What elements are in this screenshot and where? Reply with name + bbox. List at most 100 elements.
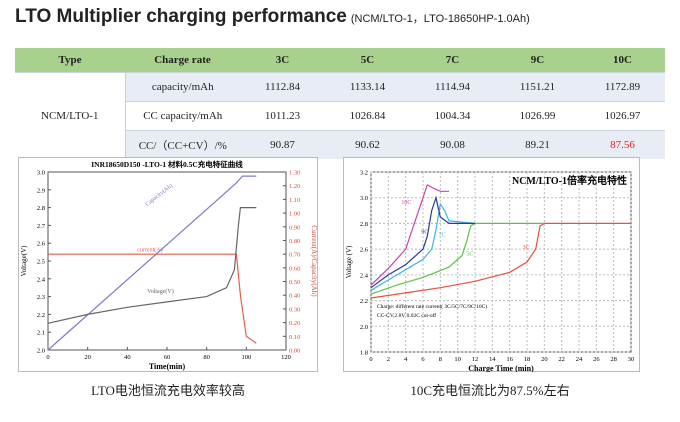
y-tick-label: 2.3 [37, 294, 45, 301]
y-tick-label: 2.9 [37, 187, 45, 194]
cell: 1026.99 [495, 101, 580, 131]
series-line [370, 222, 545, 295]
y-tick-label: 2.6 [37, 241, 46, 248]
cell: CC/（CC+CV）/% [125, 130, 240, 159]
y-axis-label: Voltage (V) [345, 245, 353, 278]
x-tick-label: 2 [387, 356, 390, 363]
row: CC capacity/mAh 1011.23 1026.84 1004.34 1026… [15, 101, 665, 131]
y2-tick-label: 0.30 [289, 306, 300, 313]
cell: 90.87 [240, 130, 325, 159]
x-tick-label: 10 [454, 356, 461, 363]
cell: 90.62 [325, 130, 410, 159]
x-tick-label: 14 [489, 356, 496, 363]
annotation: Charge: different rate current( 3C/5C/7C… [377, 303, 487, 310]
cell: 1112.84 [240, 72, 325, 102]
y-tick-label: 2.2 [360, 298, 368, 305]
series-label: 3C [523, 245, 530, 251]
x-tick-label: 8 [439, 356, 442, 363]
y2-tick-label: 0.50 [289, 279, 300, 286]
x-tick-label: 22 [558, 356, 565, 363]
cell: 1004.34 [410, 101, 495, 131]
th: 5C [325, 48, 410, 73]
th: Type [15, 48, 125, 73]
y2-tick-label: 0.40 [289, 293, 300, 300]
x-tick-label: 20 [541, 356, 548, 363]
series-line [370, 184, 449, 286]
x-tick-label: 0 [369, 356, 372, 363]
th: 3C [240, 48, 325, 73]
y-tick-label: 2.0 [360, 324, 368, 331]
series-label: 9C [421, 230, 428, 236]
y2-tick-label: 0.20 [289, 320, 300, 327]
cell: 1172.89 [580, 72, 665, 102]
th: 7C [410, 48, 495, 73]
subtitle: (NCM/LTO-1，LTO-18650HP-1.0Ah) [350, 13, 530, 25]
y-tick-label: 2.5 [37, 259, 45, 266]
y-tick-label: 2.2 [37, 312, 45, 319]
row: NCM/LTO-1 capacity/mAh 1112.84 1133.14 1114… [15, 72, 665, 159]
x-tick-label: 18 [524, 356, 531, 363]
y-tick-label: 2.8 [37, 205, 45, 212]
annotation: CC-CV,2.8V 0.02C cut-off [377, 312, 436, 319]
y2-axis-label: Current(A)/Capacity(Ah) [310, 225, 318, 297]
x-tick-label: 100 [241, 354, 251, 361]
y-tick-label: 2.6 [360, 247, 369, 254]
cell: 1133.14 [325, 72, 410, 102]
x-tick-label: 6 [421, 356, 425, 363]
caption: LTO电池恒流充电效率较高 [91, 383, 245, 398]
x-tick-label: 60 [164, 354, 171, 361]
x-tick-label: 20 [84, 354, 91, 361]
series-label: 7C [439, 232, 446, 238]
series-line [47, 175, 257, 351]
series-label: 10C [401, 200, 411, 206]
x-axis-label: Charge Time (min) [468, 364, 534, 372]
cell: 1114.94 [410, 72, 495, 102]
y2-tick-label: 0.80 [289, 238, 300, 245]
figure-title: NCM/LTO-1倍率充电特性 [512, 174, 627, 187]
y2-tick-label: 1.30 [289, 170, 300, 177]
y-tick-label: 2.0 [37, 348, 45, 355]
series-label: 5C [466, 252, 473, 258]
cell: 1151.21 [495, 72, 580, 102]
x-tick-label: 12 [472, 356, 479, 363]
cell: 89.21 [495, 130, 580, 159]
header: LTO Multiplier charging performance (NCM/… [15, 6, 530, 28]
y2-tick-label: 0.60 [289, 265, 300, 272]
x-tick-label: 16 [506, 356, 513, 363]
th: 9C [495, 48, 580, 73]
y-tick-label: 2.4 [360, 272, 369, 279]
y2-tick-label: 0.10 [289, 334, 300, 341]
y-tick-label: 3.0 [37, 170, 45, 177]
x-tick-label: 40 [124, 354, 131, 361]
y-axis-label: Voltage(V) [20, 245, 28, 277]
y2-tick-label: 0.70 [289, 252, 300, 259]
series-label: Voltage(V) [147, 288, 174, 295]
y-tick-label: 2.8 [360, 221, 368, 228]
y2-tick-label: 1.10 [289, 197, 300, 204]
series-label: current(A) [137, 246, 162, 253]
th: 10C [580, 48, 665, 73]
row: CC/（CC+CV）/% 90.87 90.62 90.08 89.21 87.56 [15, 130, 665, 159]
x-tick-label: 28 [610, 356, 617, 363]
figure-chart: 1.82.02.22.42.62.83.03.20 2 4 6 8 10 12 14 16 18 2… [343, 157, 640, 372]
cell: 1026.97 [580, 101, 665, 131]
series-line [48, 253, 257, 344]
series-line [370, 222, 631, 299]
x-tick-label: 4 [404, 356, 408, 363]
y-tick-label: 3.0 [360, 195, 368, 202]
y2-tick-label: 1.20 [289, 183, 300, 190]
title: LTO Multiplier charging performance [15, 6, 347, 27]
cell: 87.56 [580, 130, 665, 159]
table: Type Charge rate 3C 5C 7C 9C 10C NCM/LTO-1 cap… [15, 48, 665, 159]
x-axis-label: Time(min) [149, 362, 186, 371]
cell: 1026.84 [325, 101, 410, 131]
figure-title: INR18650D150 -LTO-1 材料0.5C充电特征曲线 [91, 159, 243, 169]
series-line [370, 202, 476, 291]
cell: CC capacity/mAh [125, 101, 240, 131]
cell: capacity/mAh [125, 72, 240, 102]
figure-chart: 2.0 2.1 2.2 2.3 2.4 2.5 2.6 2.7 2.8 2.9 3.0 0 20 40 60… [18, 157, 318, 372]
x-tick-label: 30 [628, 356, 635, 363]
y-tick-label: 2.4 [37, 276, 46, 283]
series-line [370, 195, 475, 289]
x-tick-label: 26 [593, 356, 600, 363]
